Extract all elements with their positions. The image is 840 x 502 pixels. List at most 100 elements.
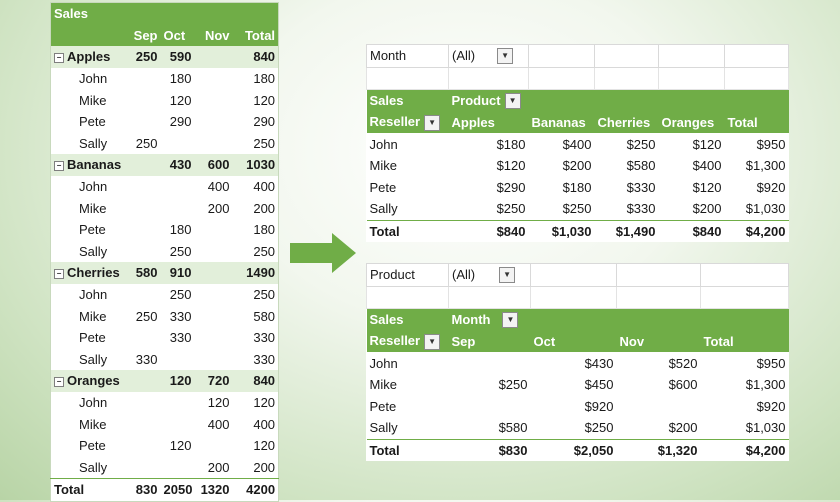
cell-value: 330 <box>253 351 276 367</box>
dropdown-arrow-icon[interactable]: ▼ <box>497 48 514 65</box>
product-filter-dropdown[interactable]: (All) ▼ <box>448 263 531 287</box>
pivot-value: $120 <box>692 136 722 152</box>
dropdown-arrow-icon[interactable]: ▼ <box>504 93 521 110</box>
total-label: Total <box>366 438 449 462</box>
cell-value <box>127 89 161 111</box>
reseller-name: John <box>79 287 108 303</box>
product-filter-label: Product <box>366 263 449 287</box>
dropdown-arrow-icon[interactable]: ▼ <box>424 114 441 131</box>
cell-value: 120 <box>169 92 192 108</box>
pivot1-header-row: Sales Product ▼ <box>366 89 789 112</box>
cell-value <box>195 133 233 155</box>
sales-title: Sales <box>50 2 279 25</box>
pivot-by-month: Product (All) ▼ Sales Month ▼ Reseller ▼ Se… <box>366 263 789 462</box>
cell-value <box>195 435 233 457</box>
col-total: Total <box>724 111 789 134</box>
cell-value <box>127 435 161 457</box>
reseller-row: John 120 120 <box>51 392 279 414</box>
dropdown-arrow-icon[interactable]: ▼ <box>502 312 519 329</box>
month-filter-dropdown[interactable]: (All) ▼ <box>448 44 529 68</box>
group-name: Oranges <box>67 373 120 389</box>
group-row: − Oranges 120 720 840 <box>50 370 279 392</box>
cell-value <box>161 456 195 478</box>
header-nov: Nov <box>194 24 233 47</box>
cell-value: 200 <box>207 459 230 475</box>
pivot-value: $200 <box>562 158 592 174</box>
group-label[interactable]: − Bananas <box>50 154 127 176</box>
pivot1-column-row: Reseller ▼ Apples Bananas Cherries Orange… <box>366 111 789 134</box>
minus-box-icon[interactable]: − <box>54 376 64 387</box>
group-value: 580 <box>126 262 161 284</box>
pivot-total-row: Total $830 $2,050 $1,320 $4,200 <box>366 438 789 462</box>
reseller-name: John <box>369 355 398 371</box>
col-sep: Sep <box>448 330 531 353</box>
pivot-value <box>449 352 531 374</box>
dropdown-arrow-icon[interactable]: ▼ <box>499 267 516 284</box>
group-row: − Bananas 430 600 1030 <box>50 154 279 176</box>
reseller-field-button[interactable]: Reseller ▼ <box>366 111 449 134</box>
cell-value: 290 <box>169 114 192 130</box>
pivot-value: $1,300 <box>745 158 786 174</box>
group-label[interactable]: − Oranges <box>50 370 127 392</box>
cell-value: 580 <box>253 308 276 324</box>
dropdown-arrow-icon[interactable]: ▼ <box>424 333 441 350</box>
pivot-value: $200 <box>668 420 698 436</box>
cell-value: 250 <box>135 135 158 151</box>
cell-value <box>127 111 161 133</box>
reseller-name: Mike <box>369 158 397 174</box>
group-label[interactable]: − Cherries <box>50 262 127 284</box>
minus-box-icon[interactable]: − <box>54 161 64 172</box>
pivot-row: Sally $580 $250 $200 $1,030 <box>367 417 789 439</box>
reseller-name: Sally <box>79 135 108 151</box>
total-value: $1,490 <box>594 219 659 243</box>
cell-value <box>195 111 233 133</box>
pivot-value: $1,030 <box>745 420 786 436</box>
cell-value: 180 <box>169 71 192 87</box>
pivot-value: $120 <box>496 158 526 174</box>
pivot-value: $920 <box>584 398 614 414</box>
pivot-value: $600 <box>668 377 698 393</box>
reseller-name: Mike <box>79 92 107 108</box>
cell-value <box>161 349 195 371</box>
reseller-row: Sally 250 250 <box>51 241 279 263</box>
pivot2-header-row: Sales Month ▼ <box>366 308 789 331</box>
total-value: $4,200 <box>724 219 789 243</box>
minus-box-icon[interactable]: − <box>54 268 64 279</box>
reseller-name: Mike <box>79 308 107 324</box>
total-value: $1,030 <box>528 219 595 243</box>
product-field-button[interactable]: Product ▼ <box>448 89 789 112</box>
reseller-field-button[interactable]: Reseller ▼ <box>366 330 449 353</box>
pivot-value: $1,300 <box>745 377 786 393</box>
col-apples: Apples <box>448 111 529 134</box>
reseller-name: Pete <box>79 222 106 238</box>
reseller-row: Sally 250 250 <box>51 133 279 155</box>
pivot-value: $250 <box>584 420 614 436</box>
cell-value: 330 <box>169 330 192 346</box>
reseller-name: Pete <box>369 179 397 195</box>
pivot-row: Sally $250 $250 $330 $200 $1,030 <box>367 198 789 220</box>
cell-value: 200 <box>253 200 276 216</box>
group-value: 840 <box>232 370 279 392</box>
cell-value: 200 <box>207 200 230 216</box>
reseller-row: Pete 330 330 <box>51 327 279 349</box>
pivot-value: $580 <box>498 420 528 436</box>
pivot-value: $950 <box>756 355 786 371</box>
reseller-name: Pete <box>79 114 106 130</box>
group-label[interactable]: − Apples <box>50 46 127 68</box>
cell-value <box>127 197 161 219</box>
cell-value: 250 <box>169 287 192 303</box>
group-value: 720 <box>194 370 233 392</box>
cell-value <box>195 284 233 306</box>
pivot-row: Pete $290 $180 $330 $120 $920 <box>367 177 789 199</box>
total-value: 2050 <box>160 478 195 502</box>
pivot-value: $950 <box>756 136 786 152</box>
cell-value: 330 <box>135 351 158 367</box>
cell-value <box>161 413 195 435</box>
pivot-value: $1,030 <box>745 201 786 217</box>
month-field-button[interactable]: Month ▼ <box>448 308 789 331</box>
cell-value: 180 <box>169 222 192 238</box>
reseller-row: Mike 120 120 <box>51 89 279 111</box>
group-value: 910 <box>160 262 195 284</box>
pivot-value <box>617 396 701 418</box>
minus-box-icon[interactable]: − <box>54 53 64 64</box>
